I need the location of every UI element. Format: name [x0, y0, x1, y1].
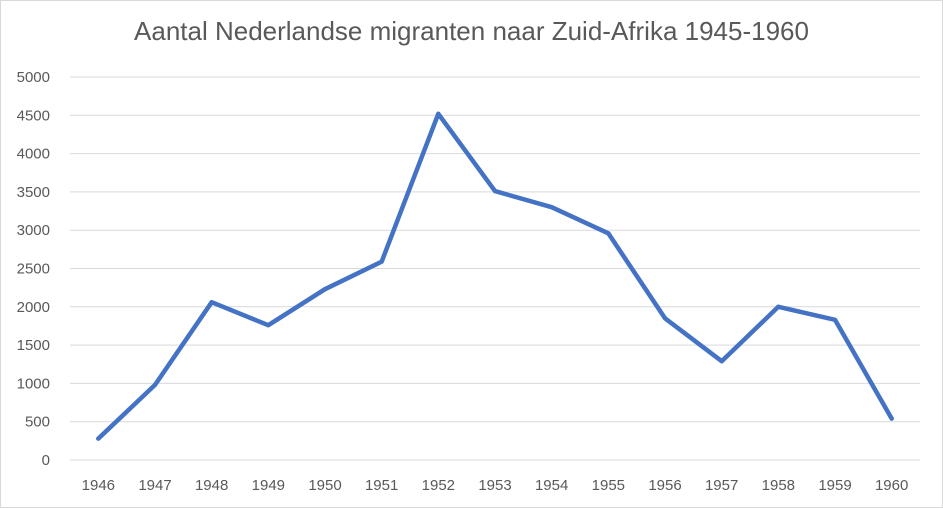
x-tick-label: 1959	[818, 477, 851, 494]
x-tick-label: 1957	[705, 477, 738, 494]
y-tick-label: 3000	[17, 222, 50, 239]
y-tick-label: 5000	[17, 69, 50, 86]
data-point-1955	[606, 231, 611, 236]
data-point-1946	[96, 436, 101, 441]
data-point-1951	[379, 259, 384, 264]
data-point-1949	[266, 323, 271, 328]
chart-title: Aantal Nederlandse migranten naar Zuid-A…	[134, 16, 809, 46]
x-tick-label: 1953	[478, 477, 511, 494]
data-point-1954	[549, 205, 554, 210]
y-tick-label: 0	[42, 452, 50, 469]
series-line	[96, 111, 894, 441]
y-tick-label: 1500	[17, 337, 50, 354]
x-tick-label: 1949	[252, 477, 285, 494]
y-tick-label: 1000	[17, 375, 50, 392]
x-tick-label: 1954	[535, 477, 568, 494]
y-axis-tick-labels: 0 500 1000 1500 2000 2500 3000 3500 4000 4500 5000	[17, 69, 50, 469]
gridlines	[70, 76, 920, 461]
data-point-1960	[889, 416, 894, 421]
y-tick-label: 4500	[17, 107, 50, 124]
x-tick-label: 1948	[195, 477, 228, 494]
y-tick-label: 2000	[17, 299, 50, 316]
data-point-1956	[663, 316, 667, 321]
y-tick-label: 4000	[17, 146, 50, 163]
x-tick-label: 1952	[422, 477, 455, 494]
data-point-1957	[719, 359, 724, 364]
data-point-1952	[436, 111, 441, 116]
y-tick-label: 500	[25, 414, 50, 431]
data-point-1948	[209, 300, 214, 305]
series-layer	[96, 111, 894, 441]
x-tick-label: 1951	[365, 477, 398, 494]
data-point-1953	[493, 189, 497, 194]
x-tick-label: 1956	[648, 477, 681, 494]
data-point-1958	[776, 304, 781, 309]
y-tick-label: 2500	[17, 261, 50, 278]
y-tick-label: 3500	[17, 184, 50, 201]
x-tick-label: 1946	[82, 477, 115, 494]
x-axis-tick-labels: 1946 1947 1948 1949 1950 1951 1952 1953 1954 1955…	[82, 477, 909, 494]
x-tick-label: 1955	[592, 477, 625, 494]
x-tick-label: 1960	[875, 477, 908, 494]
data-point-1959	[833, 317, 837, 322]
data-point-1950	[323, 287, 327, 292]
data-point-1947	[153, 382, 157, 387]
x-tick-label: 1958	[762, 477, 795, 494]
x-tick-label: 1947	[138, 477, 171, 494]
x-tick-label: 1950	[308, 477, 341, 494]
